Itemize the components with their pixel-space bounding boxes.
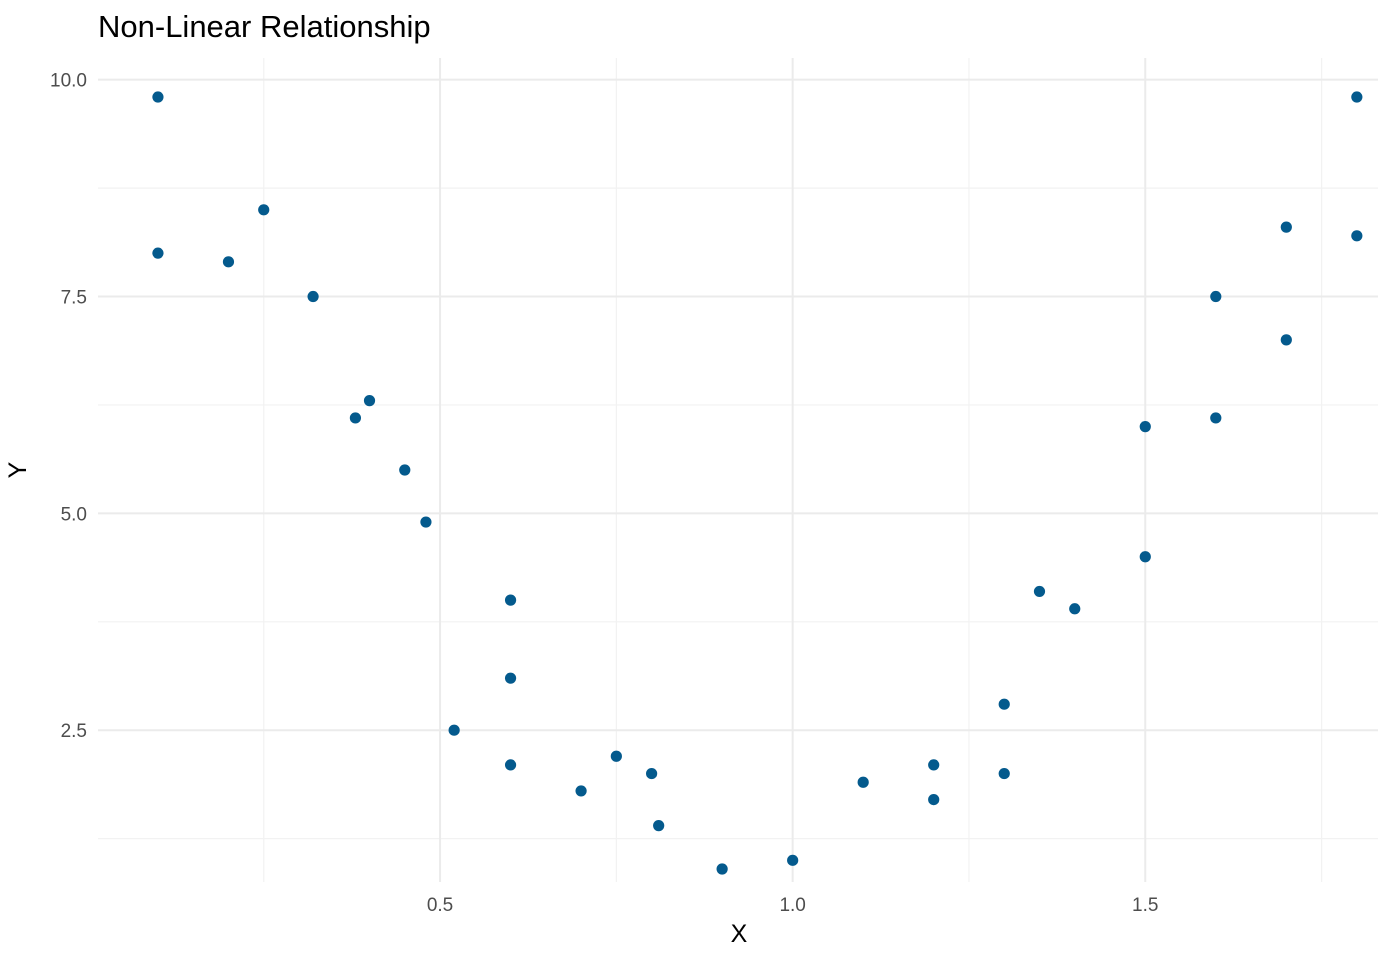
data-point	[998, 767, 1010, 780]
data-point	[349, 412, 362, 424]
data-point	[152, 247, 164, 259]
y-tick-label: 7.5	[61, 288, 87, 309]
data-point	[1139, 421, 1151, 433]
grid	[98, 58, 1378, 882]
data-point	[1139, 551, 1151, 563]
tick-labels: 0.5 1.0 1.5 2.5 5.0 7.5 10.0	[50, 71, 1158, 916]
y-tick-label: 10.0	[50, 71, 87, 92]
data-point	[448, 724, 460, 736]
data-points	[152, 91, 1363, 875]
data-point	[1351, 91, 1363, 103]
data-point	[1351, 230, 1363, 242]
y-tick-label: 2.5	[61, 721, 87, 742]
data-point	[575, 785, 587, 797]
data-point	[928, 794, 940, 806]
data-point	[504, 759, 517, 771]
x-tick-label: 1.0	[779, 895, 805, 916]
y-axis-label: Y	[4, 461, 32, 478]
x-axis-label: X	[731, 920, 748, 948]
x-tick-label: 1.5	[1132, 895, 1158, 916]
data-point	[1033, 585, 1046, 598]
data-point	[610, 750, 622, 762]
data-point	[152, 91, 164, 103]
data-point	[1280, 334, 1292, 346]
chart-title: Non-Linear Relationship	[98, 9, 431, 44]
y-tick-label: 5.0	[61, 504, 87, 525]
data-point	[1280, 221, 1292, 233]
data-point	[1210, 290, 1222, 303]
data-point	[1210, 412, 1222, 424]
x-tick-label: 0.5	[427, 895, 453, 916]
data-point	[399, 464, 411, 476]
data-point	[420, 516, 432, 528]
data-point	[504, 594, 517, 606]
data-point	[1069, 603, 1081, 615]
data-point	[928, 759, 940, 771]
data-point	[998, 698, 1010, 710]
data-point	[504, 672, 517, 684]
data-point	[716, 863, 728, 875]
data-point	[258, 204, 270, 216]
data-point	[857, 776, 869, 788]
data-point	[787, 854, 799, 866]
data-point	[653, 820, 665, 832]
data-point	[222, 256, 235, 268]
data-point	[363, 395, 376, 407]
data-point	[307, 290, 319, 303]
data-point	[646, 767, 658, 780]
